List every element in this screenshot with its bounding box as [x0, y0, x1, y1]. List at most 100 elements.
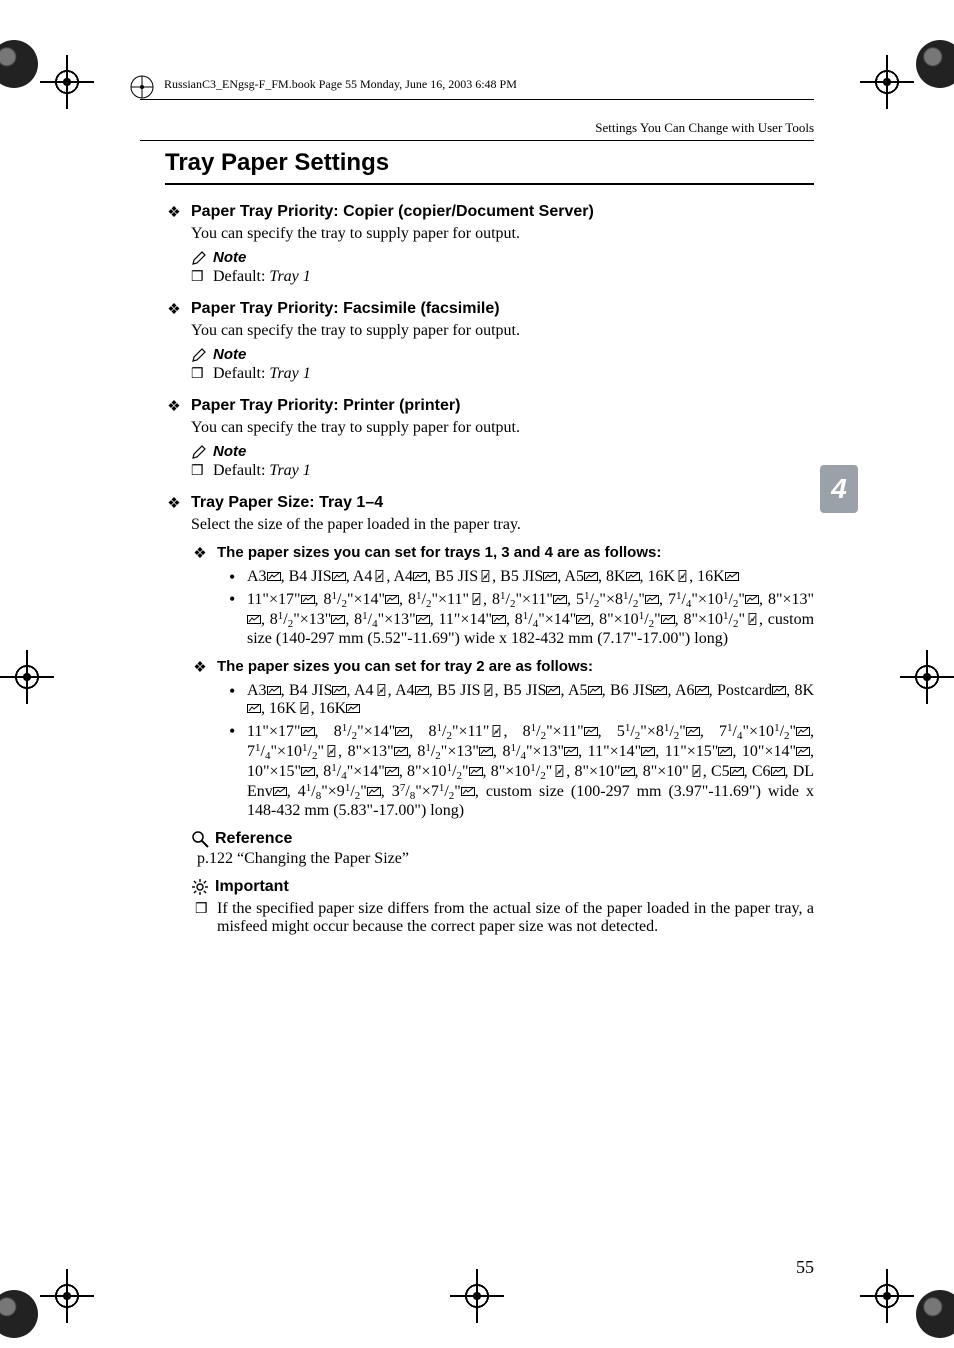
registration-mark — [910, 660, 944, 694]
orientation-landscape-icon — [492, 613, 506, 625]
running-head: Settings You Can Change with User Tools — [140, 120, 814, 141]
orientation-landscape-icon — [745, 593, 759, 605]
print-blob — [0, 40, 38, 88]
orientation-landscape-icon — [413, 570, 427, 582]
subsection-body: You can specify the tray to supply paper… — [191, 419, 814, 437]
page: RussianC3_ENgsg-F_FM.book Page 55 Monday… — [0, 0, 954, 1348]
orientation-landscape-icon — [796, 745, 810, 757]
book-header-text: RussianC3_ENgsg-F_FM.book Page 55 Monday… — [140, 70, 814, 92]
orientation-landscape-icon — [584, 725, 598, 737]
orientation-portrait-icon — [469, 593, 483, 605]
note-label: Note — [213, 249, 246, 266]
orientation-landscape-icon — [621, 765, 635, 777]
orientation-landscape-icon — [367, 785, 381, 797]
orientation-landscape-icon — [394, 745, 408, 757]
subsection: ❖ Paper Tray Priority: Facsimile (facsim… — [165, 300, 814, 383]
diamond-bullet-icon: ❖ — [165, 203, 183, 223]
orientation-landscape-icon — [653, 684, 667, 696]
orientation-landscape-icon — [796, 725, 810, 737]
note-default-label: Default: — [213, 365, 269, 382]
diamond-bullet-icon: ❖ — [165, 494, 183, 514]
orientation-landscape-icon — [553, 593, 567, 605]
orientation-landscape-icon — [725, 570, 739, 582]
orientation-landscape-icon — [395, 725, 409, 737]
orientation-landscape-icon — [332, 684, 346, 696]
note-default-label: Default: — [213, 268, 269, 285]
content-area: Tray Paper Settings ❖ Paper Tray Priorit… — [165, 149, 814, 936]
orientation-landscape-icon — [626, 570, 640, 582]
orientation-landscape-icon — [584, 570, 598, 582]
orientation-landscape-icon — [267, 684, 281, 696]
inner-subsection-title: The paper sizes you can set for tray 2 a… — [217, 658, 593, 675]
orientation-landscape-icon — [247, 702, 261, 714]
orientation-landscape-icon — [273, 785, 287, 797]
orientation-landscape-icon — [686, 725, 700, 737]
orientation-landscape-icon — [301, 725, 315, 737]
chapter-thumb-tab: 4 — [820, 465, 858, 513]
orientation-landscape-icon — [588, 684, 602, 696]
note-label: Note — [213, 346, 246, 363]
orientation-landscape-icon — [267, 570, 281, 582]
subsection: ❖ Paper Tray Priority: Printer (printer)… — [165, 397, 814, 480]
note-default-value: Tray 1 — [269, 462, 310, 479]
book-icon — [130, 75, 154, 99]
print-blob — [0, 1290, 38, 1338]
note-heading: Note — [191, 249, 814, 266]
diamond-bullet-icon: ❖ — [191, 544, 209, 564]
subsection-title: Paper Tray Priority: Printer (printer) — [191, 397, 460, 415]
note-heading: Note — [191, 443, 814, 460]
note-icon — [191, 347, 207, 363]
orientation-portrait-icon — [675, 570, 689, 582]
inner-subsection: ❖ The paper sizes you can set for tray 2… — [191, 658, 814, 678]
orientation-landscape-icon — [576, 613, 590, 625]
subsection-body: Select the size of the paper loaded in t… — [191, 516, 814, 534]
chapter-number: 4 — [831, 473, 847, 505]
orientation-landscape-icon — [695, 684, 709, 696]
note-item: Default: Tray 1 — [213, 365, 814, 383]
orientation-landscape-icon — [771, 765, 785, 777]
registration-mark — [50, 65, 84, 99]
subsection-title: Paper Tray Priority: Facsimile (facsimil… — [191, 300, 500, 318]
diamond-bullet-icon: ❖ — [165, 300, 183, 320]
diamond-bullet-icon: ❖ — [191, 658, 209, 678]
page-number: 55 — [796, 1257, 814, 1278]
diamond-bullet-icon: ❖ — [165, 397, 183, 417]
note-heading: Note — [191, 346, 814, 363]
note-default-value: Tray 1 — [269, 268, 310, 285]
note-default-label: Default: — [213, 462, 269, 479]
registration-mark — [50, 1279, 84, 1313]
paper-size-line: 11"×17", 81/2"×14", 81/2"×11", 81/2"×11"… — [229, 722, 814, 820]
book-header-line: RussianC3_ENgsg-F_FM.book Page 55 Monday… — [140, 70, 814, 100]
orientation-landscape-icon — [346, 702, 360, 714]
orientation-portrait-icon — [489, 725, 503, 737]
orientation-portrait-icon — [552, 765, 566, 777]
orientation-portrait-icon — [297, 702, 311, 714]
orientation-portrait-icon — [372, 570, 386, 582]
subsection: ❖ Paper Tray Priority: Copier (copier/Do… — [165, 203, 814, 286]
print-blob — [916, 1290, 954, 1338]
registration-mark — [460, 1279, 494, 1313]
orientation-landscape-icon — [543, 570, 557, 582]
subsection-body: You can specify the tray to supply paper… — [191, 322, 814, 340]
registration-mark — [870, 1279, 904, 1313]
subsection-title: Tray Paper Size: Tray 1–4 — [191, 494, 383, 512]
orientation-landscape-icon — [645, 593, 659, 605]
reference-text: p.122 “Changing the Paper Size” — [197, 850, 814, 868]
reference-heading: Reference — [191, 830, 814, 848]
note-label: Note — [213, 443, 246, 460]
orientation-landscape-icon — [661, 613, 675, 625]
paper-size-line: A3, B4 JIS, A4, A4, B5 JIS, B5 JIS, A5, … — [229, 682, 814, 718]
orientation-landscape-icon — [718, 745, 732, 757]
important-text: If the specified paper size differs from… — [217, 900, 814, 936]
note-default-value: Tray 1 — [269, 365, 310, 382]
orientation-landscape-icon — [385, 765, 399, 777]
registration-mark — [10, 660, 44, 694]
orientation-landscape-icon — [546, 684, 560, 696]
inner-subsection-title: The paper sizes you can set for trays 1,… — [217, 544, 661, 561]
print-blob — [916, 40, 954, 88]
note-icon — [191, 250, 207, 266]
orientation-portrait-icon — [478, 570, 492, 582]
bullet-list: A3, B4 JIS, A4, A4, B5 JIS, B5 JIS, A5, … — [229, 568, 814, 648]
section-title: Tray Paper Settings — [165, 149, 814, 185]
orientation-landscape-icon — [331, 613, 345, 625]
